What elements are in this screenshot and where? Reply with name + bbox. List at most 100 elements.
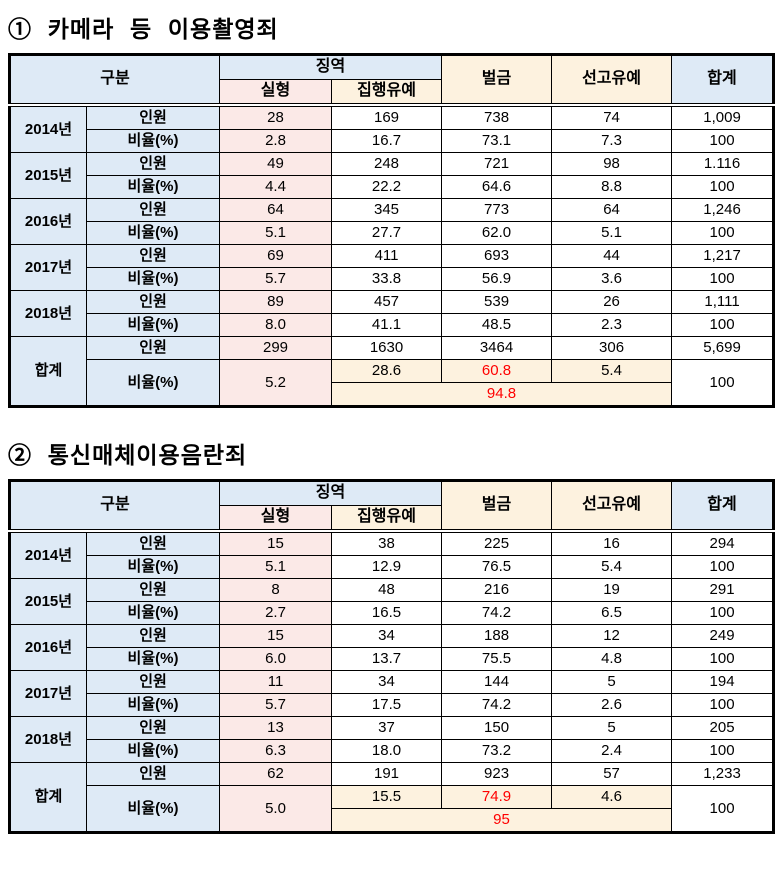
value-cell-beolgeum: 48.5 [441,313,553,337]
value-cell-jiphaengyuye: 34 [331,624,443,648]
value-cell-jiphaengyuye: 15.5 [331,785,443,809]
year-inwon-row: 2018년 인원 13 37 150 5 205 [9,716,775,763]
header-row-2: 실형 집행유예 [10,505,774,533]
year-inwon-row: 2016년 인원 64 345 773 64 1,246 [9,198,775,245]
year-biyul-row: 비율(%) 6.3 18.0 73.2 2.4 100 [10,739,775,763]
year-cell: 2015년 [9,152,87,199]
value-cell-silhyeong: 5.0 [219,785,333,833]
value-cell-silhyeong: 5.2 [219,359,333,407]
value-cell-hapgye: 194 [671,670,775,694]
year-inwon-row: 2015년 인원 8 48 216 19 291 [9,578,775,625]
col-header-gubun: 구분 [8,480,221,533]
value-cell-jiphaengyuye: 37 [331,716,443,740]
value-cell-hapgye: 5,699 [671,336,775,360]
row-label-inwon: 인원 [85,336,221,360]
value-cell-silhyeong: 2.7 [219,601,333,625]
value-cell-seongoyuye: 2.4 [551,739,673,763]
value-cell-hapgye: 100 [671,221,775,245]
row-label-inwon: 인원 [85,670,221,694]
year-inwon-row: 2014년 인원 28 169 738 74 1,009 [9,104,775,153]
value-cell-hapgye: 100 [671,693,775,717]
table-body: 2014년 인원 28 169 738 74 1,009 비율(%) 2.8 16.7 73.1 7.… [9,104,775,407]
value-cell-beolgeum: 216 [441,578,553,602]
value-cell-hapgye: 1.116 [671,152,775,176]
value-cell-beolgeum: 75.5 [441,647,553,671]
value-cell-seongoyuye: 2.3 [551,313,673,337]
value-cell-hapgye: 1,246 [671,198,775,222]
value-cell-hapgye: 100 [671,359,775,407]
row-label-biyul: 비율(%) [85,267,221,291]
row-label-inwon: 인원 [85,762,221,786]
total-biyul-merged-row: 95 [10,808,774,833]
value-cell-beolgeum: 74.2 [441,693,553,717]
value-cell-silhyeong: 69 [219,244,333,268]
value-cell-beolgeum: 74.2 [441,601,553,625]
col-header-silhyeong: 실형 [219,505,333,533]
col-header-jiphaengyuye: 집행유예 [331,505,443,533]
year-cell: 2014년 [9,104,87,153]
total-biyul-upper-row: 비율(%) 5.2 28.6 60.8 5.4 100 [10,359,775,407]
value-cell-seongoyuye: 6.5 [551,601,673,625]
value-cell-hapgye: 249 [671,624,775,648]
value-cell-seongoyuye: 64 [551,198,673,222]
value-cell-hapgye: 205 [671,716,775,740]
year-cell: 2017년 [9,244,87,291]
value-cell-jiphaengyuye: 1630 [331,336,443,360]
value-cell-silhyeong: 8 [219,578,333,602]
value-cell-jiphaengyuye: 18.0 [331,739,443,763]
row-label-inwon: 인원 [85,624,221,648]
row-label-biyul: 비율(%) [85,221,221,245]
row-label-biyul: 비율(%) [85,739,221,763]
value-cell-silhyeong: 2.8 [219,129,333,153]
value-cell-jiphaengyuye: 12.9 [331,555,443,579]
col-header-hapgye: 합계 [671,54,775,107]
value-cell-beolgeum: 150 [441,716,553,740]
year-inwon-row: 2018년 인원 89 457 539 26 1,111 [9,290,775,337]
value-cell-silhyeong: 13 [219,716,333,740]
statistics-table: 구분 징역 벌금 선고유예 합계 실형 집행유예 2014년 인원 15 38 225 16 294 비율(… [8,479,776,834]
col-header-jiphaengyuye: 집행유예 [331,79,443,107]
year-biyul-row: 비율(%) 6.0 13.7 75.5 4.8 100 [10,647,775,671]
row-label-inwon: 인원 [85,152,221,176]
value-cell-hapgye: 100 [671,129,775,153]
year-inwon-row: 2016년 인원 15 34 188 12 249 [9,624,775,671]
year-inwon-row: 2017년 인원 69 411 693 44 1,217 [9,244,775,291]
value-cell-jiphaengyuye: 169 [331,104,443,130]
year-cell: 2018년 [9,290,87,337]
value-cell-beolgeum: 539 [441,290,553,314]
year-cell: 2017년 [9,670,87,717]
row-label-inwon: 인원 [85,104,221,130]
year-biyul-row: 비율(%) 5.7 17.5 74.2 2.6 100 [10,693,775,717]
value-cell-seongoyuye: 5 [551,670,673,694]
row-label-biyul: 비율(%) [85,601,221,625]
value-cell-seongoyuye: 4.8 [551,647,673,671]
value-cell-beolgeum: 73.2 [441,739,553,763]
crime-table-section: ② 통신매체이용음란죄 구분 징역 벌금 선고유예 합계 실형 집행유예 2014년 인원 15 38… [8,436,776,834]
value-cell-hapgye: 100 [671,739,775,763]
value-cell-seongoyuye: 4.6 [551,785,673,809]
year-cell: 2016년 [9,198,87,245]
value-cell-jiphaengyuye: 248 [331,152,443,176]
row-label-biyul: 비율(%) [85,693,221,717]
row-label-inwon: 인원 [85,244,221,268]
value-cell-hapgye: 100 [671,601,775,625]
value-cell-silhyeong: 62 [219,762,333,786]
value-cell-seongoyuye: 26 [551,290,673,314]
merged-ratio-cell: 94.8 [331,382,673,407]
value-cell-seongoyuye: 16 [551,530,673,556]
year-biyul-row: 비율(%) 8.0 41.1 48.5 2.3 100 [10,313,775,337]
value-cell-jiphaengyuye: 48 [331,578,443,602]
value-cell-beolgeum: 3464 [441,336,553,360]
value-cell-beolgeum: 693 [441,244,553,268]
value-cell-silhyeong: 15 [219,624,333,648]
year-inwon-row: 2015년 인원 49 248 721 98 1.116 [9,152,775,199]
value-cell-jiphaengyuye: 22.2 [331,175,443,199]
table-header: 구분 징역 벌금 선고유예 합계 실형 집행유예 [8,54,775,107]
year-biyul-row: 비율(%) 2.8 16.7 73.1 7.3 100 [10,129,775,153]
header-row-2: 실형 집행유예 [10,79,774,107]
value-cell-silhyeong: 28 [219,104,333,130]
value-cell-beolgeum: 923 [441,762,553,786]
value-cell-jiphaengyuye: 457 [331,290,443,314]
value-cell-hapgye: 291 [671,578,775,602]
